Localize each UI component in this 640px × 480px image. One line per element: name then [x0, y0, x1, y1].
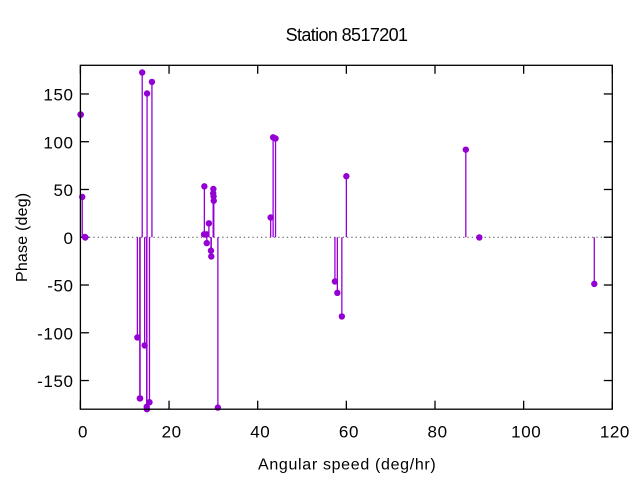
svg-text:150: 150: [43, 86, 73, 105]
svg-text:60: 60: [339, 422, 359, 441]
svg-text:Phase (deg): Phase (deg): [14, 193, 31, 282]
svg-text:120: 120: [600, 422, 630, 441]
svg-text:Angular speed (deg/hr): Angular speed (deg/hr): [258, 456, 436, 473]
svg-text:100: 100: [43, 133, 73, 152]
svg-text:20: 20: [162, 422, 182, 441]
svg-text:-150: -150: [37, 372, 73, 391]
svg-text:0: 0: [64, 229, 74, 248]
svg-text:50: 50: [53, 181, 73, 200]
svg-text:40: 40: [250, 422, 270, 441]
svg-text:Station 8517201: Station 8517201: [286, 25, 408, 45]
svg-text:0: 0: [78, 422, 88, 441]
svg-text:-100: -100: [37, 324, 73, 343]
svg-text:-50: -50: [47, 277, 73, 296]
svg-text:80: 80: [428, 422, 448, 441]
svg-text:100: 100: [511, 422, 541, 441]
